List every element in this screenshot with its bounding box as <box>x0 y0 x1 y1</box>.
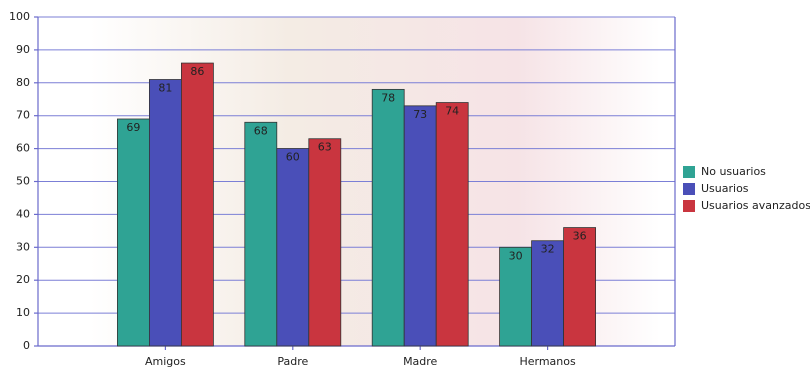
bar <box>531 240 564 347</box>
y-tick-label: 60 <box>16 142 30 155</box>
y-tick-label: 10 <box>16 306 30 319</box>
value-label: 78 <box>381 91 395 104</box>
bar <box>148 79 182 347</box>
bar <box>563 227 596 347</box>
x-tick-label: Madre <box>403 355 437 368</box>
y-tick-label: 90 <box>16 43 30 56</box>
legend-swatch <box>683 166 695 178</box>
value-label: 73 <box>413 108 427 121</box>
legend-swatch <box>683 200 695 212</box>
value-label: 32 <box>541 243 555 256</box>
legend-label: No usuarios <box>701 165 766 178</box>
x-tick-label: Hermanos <box>519 355 576 368</box>
y-tick-label: 30 <box>16 240 30 253</box>
bar <box>308 138 342 347</box>
bar <box>276 148 310 347</box>
value-label: 36 <box>573 230 587 243</box>
value-label: 30 <box>509 249 523 262</box>
bar <box>117 118 150 347</box>
y-tick-label: 50 <box>16 175 30 188</box>
value-label: 63 <box>318 141 332 154</box>
bar <box>180 62 214 347</box>
bar <box>435 102 469 347</box>
y-tick-label: 40 <box>16 207 30 220</box>
x-tick-label: Padre <box>277 355 308 368</box>
bar <box>371 88 405 347</box>
value-label: 69 <box>126 121 140 134</box>
value-label: 68 <box>254 124 268 137</box>
bar <box>403 105 437 347</box>
bar <box>499 246 533 347</box>
legend-swatch <box>683 183 695 195</box>
x-tick-label: Amigos <box>145 355 186 368</box>
y-tick-label: 20 <box>16 273 30 286</box>
legend-label: Usuarios <box>701 182 749 195</box>
y-tick-label: 70 <box>16 109 30 122</box>
y-tick-label: 80 <box>16 76 30 89</box>
bar <box>244 121 278 347</box>
legend-label: Usuarios avanzados <box>701 199 810 212</box>
value-label: 74 <box>445 105 459 118</box>
value-label: 86 <box>190 65 204 78</box>
value-label: 81 <box>158 82 172 95</box>
y-tick-label: 100 <box>9 10 30 23</box>
value-label: 60 <box>286 151 300 164</box>
y-tick-label: 0 <box>23 339 30 352</box>
